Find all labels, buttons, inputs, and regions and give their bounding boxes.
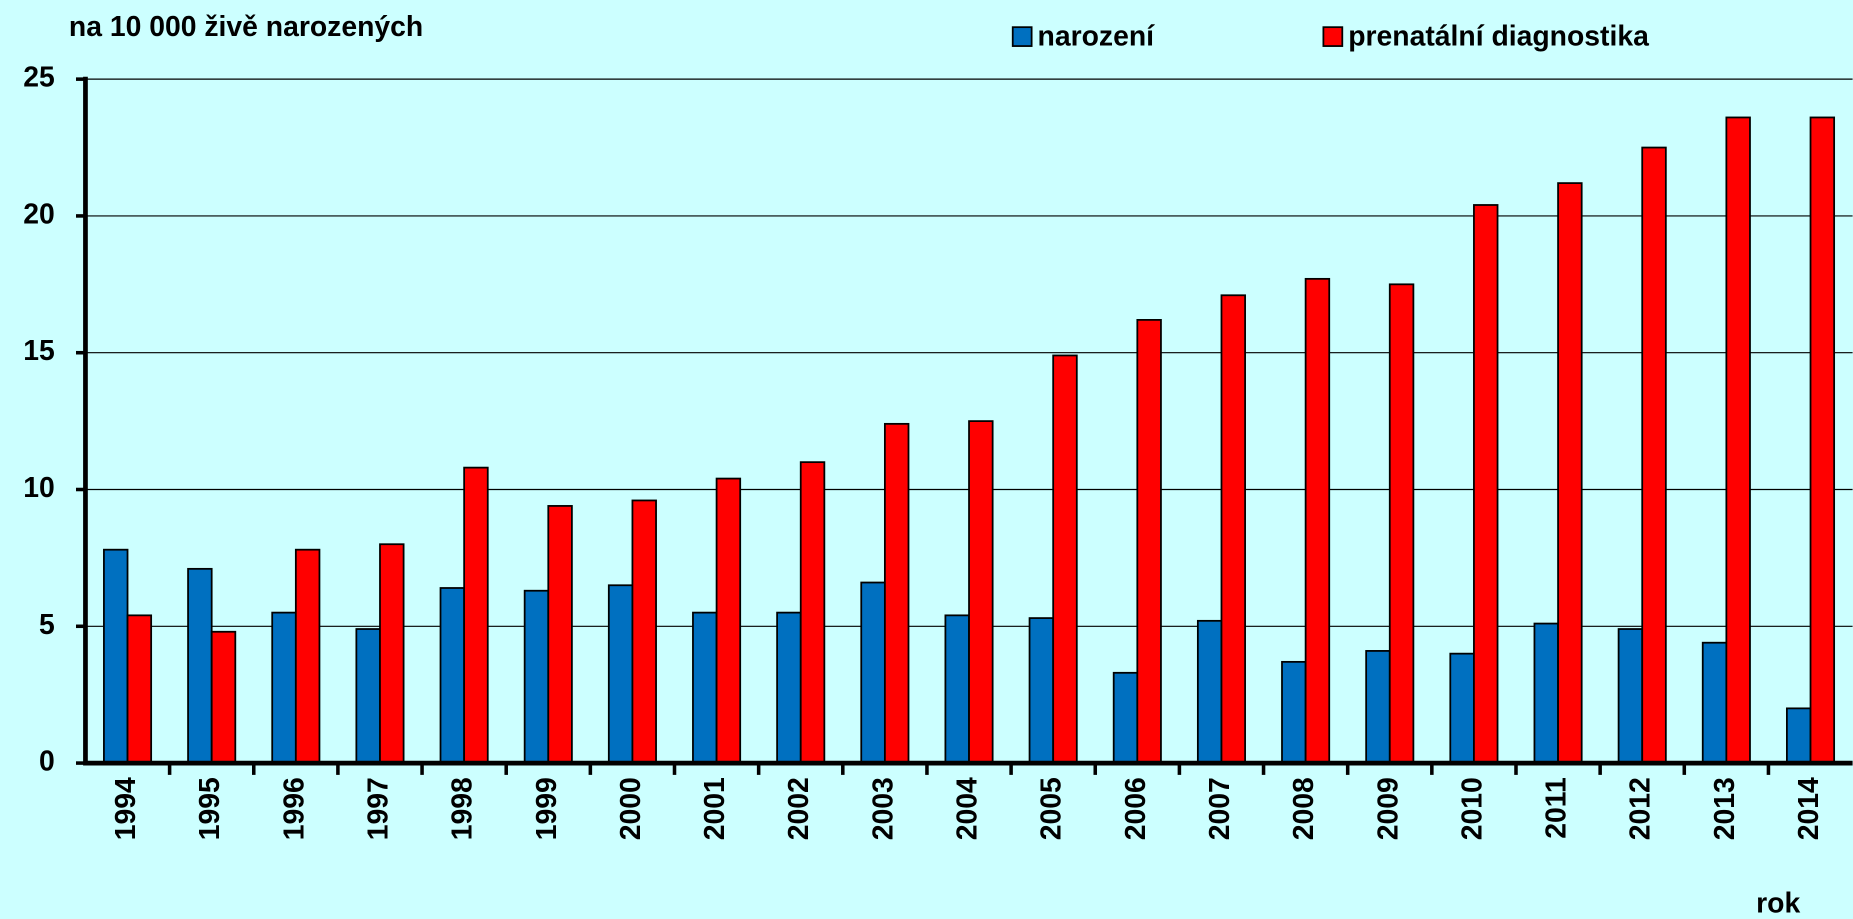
bar — [1725, 116, 1751, 764]
bar — [1052, 354, 1078, 764]
bar — [1557, 182, 1583, 764]
legend-label: prenatální diagnostika — [1348, 20, 1649, 52]
bar — [126, 614, 153, 764]
x-tick-label: 2014 — [1793, 777, 1825, 840]
bar — [1112, 671, 1139, 764]
bar — [379, 543, 405, 764]
bar — [1701, 641, 1728, 764]
x-tick-label: 2005 — [1036, 777, 1068, 840]
x-tick-label: 2003 — [867, 777, 899, 840]
bar — [1281, 660, 1307, 764]
x-tick-label: 2002 — [783, 777, 815, 840]
bar — [968, 420, 994, 764]
bar — [715, 477, 742, 764]
bar — [1473, 204, 1499, 764]
y-axis-label: na 10 000 živě narozených — [69, 11, 423, 43]
bar — [1365, 650, 1391, 764]
bar — [1533, 622, 1559, 764]
bar — [1196, 619, 1223, 764]
bar — [547, 505, 573, 764]
x-tick-label: 1994 — [110, 777, 142, 840]
x-tick-label: 2011 — [1541, 777, 1573, 838]
bar — [1786, 707, 1812, 764]
x-tick-label: 1997 — [362, 777, 394, 840]
bar — [776, 611, 802, 764]
x-tick-label: 1995 — [194, 777, 226, 840]
bar — [187, 567, 213, 764]
x-tick-label: 1996 — [278, 777, 310, 840]
bar — [631, 499, 657, 764]
bar — [463, 466, 489, 764]
x-tick-label: 2012 — [1625, 777, 1657, 840]
y-tick-label: 10 — [23, 472, 55, 504]
bar — [944, 614, 970, 764]
y-tick-label: 0 — [39, 746, 55, 778]
bar — [1028, 617, 1055, 764]
x-tick-label: 2009 — [1372, 777, 1404, 840]
bar — [439, 587, 466, 764]
x-tick-label: 2000 — [615, 777, 647, 840]
bar — [1304, 277, 1331, 764]
bar — [1136, 319, 1162, 764]
x-axis-label: rok — [1756, 887, 1800, 919]
y-tick-label: 5 — [39, 609, 55, 641]
x-tick-label: 2013 — [1709, 777, 1741, 840]
bar — [1641, 146, 1667, 764]
y-tick-label: 15 — [23, 335, 55, 367]
bar — [860, 581, 886, 764]
x-tick-label: 2004 — [952, 777, 984, 840]
x-tick-label: 2006 — [1120, 777, 1152, 840]
x-tick-label: 1999 — [531, 777, 563, 840]
bar — [692, 611, 718, 764]
bar — [271, 611, 297, 764]
bar — [355, 628, 381, 764]
x-tick-label: 1998 — [447, 777, 479, 840]
bar — [799, 461, 826, 764]
bar — [1388, 283, 1415, 764]
bar — [1809, 116, 1836, 764]
bar — [883, 422, 910, 764]
bar — [607, 584, 634, 764]
bar — [1617, 628, 1644, 764]
bar — [523, 589, 550, 764]
bar — [1449, 652, 1475, 764]
legend-swatch — [1011, 26, 1033, 47]
y-tick-label: 20 — [23, 198, 55, 230]
bar — [1220, 294, 1246, 764]
y-tick-label: 25 — [23, 62, 55, 94]
x-tick-label: 2007 — [1204, 777, 1236, 840]
bar — [210, 630, 237, 764]
x-tick-label: 2008 — [1288, 777, 1320, 840]
legend-label: narození — [1038, 20, 1156, 52]
legend-swatch — [1322, 26, 1344, 47]
x-tick-label: 2010 — [1456, 777, 1488, 840]
bar — [294, 548, 321, 764]
bar — [103, 548, 129, 764]
x-tick-label: 2001 — [699, 777, 731, 840]
